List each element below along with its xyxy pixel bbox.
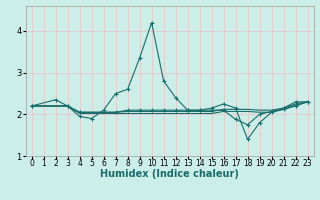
X-axis label: Humidex (Indice chaleur): Humidex (Indice chaleur) — [100, 169, 239, 179]
